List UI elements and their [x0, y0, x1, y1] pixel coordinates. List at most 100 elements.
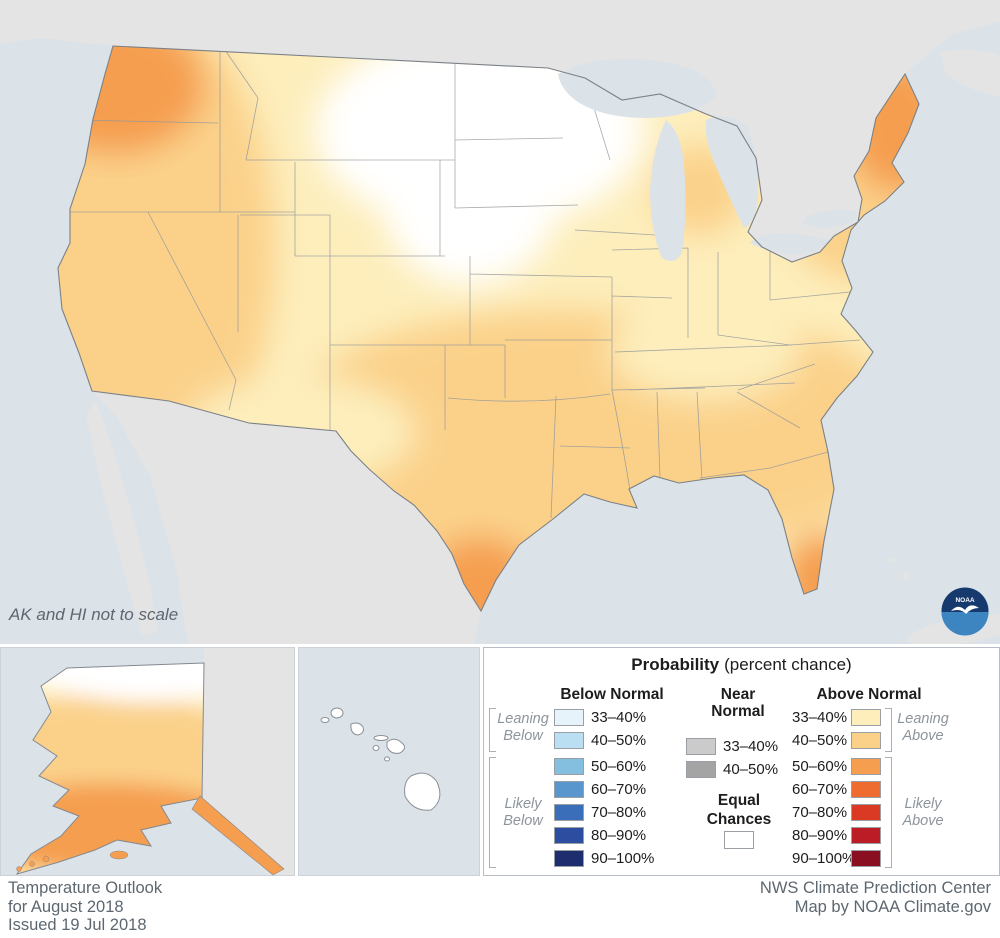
color-swatch	[554, 709, 584, 726]
footer-left: Temperature Outlook for August 2018 Issu…	[8, 879, 162, 935]
alaska-panhandle	[191, 795, 285, 875]
range-label: 70–80%	[792, 804, 848, 821]
hawaii-islands	[320, 707, 441, 811]
range-label: 40–50%	[792, 732, 848, 749]
equal-chances-label: Equal Chances	[689, 791, 789, 829]
legend-row: 70–80%	[792, 801, 881, 824]
likely-above-label: Likely Above	[896, 796, 950, 830]
range-label: 90–100%	[591, 850, 655, 867]
color-swatch	[851, 850, 881, 867]
color-swatch	[686, 761, 716, 778]
legend-row: 90–100%	[792, 847, 881, 870]
range-label: 33–40%	[723, 738, 779, 755]
equal-chances-swatch	[724, 831, 754, 849]
range-label: 70–80%	[591, 804, 647, 821]
range-label: 90–100%	[792, 850, 856, 867]
color-swatch	[554, 804, 584, 821]
leaning-above-bracket	[885, 708, 892, 752]
footer: Temperature Outlook for August 2018 Issu…	[0, 876, 1000, 938]
below-normal-header: Below Normal	[560, 686, 664, 703]
bahamas-island	[902, 572, 910, 580]
legend-row: 80–90%	[792, 824, 881, 847]
color-swatch	[554, 732, 584, 749]
noaa-logo: NOAA	[940, 586, 990, 636]
mexico-landmass	[92, 391, 481, 644]
range-label: 60–70%	[591, 781, 647, 798]
footer-line: NWS Climate Prediction Center	[759, 879, 991, 897]
legend-row: 33–40%	[686, 735, 778, 758]
color-swatch	[851, 732, 881, 749]
legend-row: 40–50%	[792, 729, 881, 752]
noaa-logo-text: NOAA	[955, 597, 974, 604]
footer-line: for August 2018	[8, 897, 124, 916]
conus-map	[0, 0, 1000, 644]
leaning-above-label: Leaning Above	[896, 711, 950, 745]
range-label: 40–50%	[723, 761, 779, 778]
range-label: 33–40%	[591, 709, 647, 726]
legend-row: 60–70%	[792, 778, 881, 801]
color-swatch	[554, 758, 584, 775]
scale-note: AK and HI not to scale	[9, 605, 179, 624]
color-swatch	[851, 709, 881, 726]
color-swatch	[851, 827, 881, 844]
range-label: 33–40%	[792, 709, 848, 726]
range-label: 50–60%	[792, 758, 848, 775]
legend-title-word: Probability	[631, 655, 720, 674]
legend-panel: Probability (percent chance) Below Normal…	[483, 647, 1000, 876]
range-label: 80–90%	[792, 827, 848, 844]
alaska-inset	[0, 647, 295, 876]
range-label: 60–70%	[792, 781, 848, 798]
legend-row: 80–90%	[554, 824, 654, 847]
footer-right: NWS Climate Prediction Center Map by NOA…	[760, 879, 991, 916]
likely-above-bracket	[885, 757, 892, 868]
near-header-line: Near	[720, 686, 756, 703]
color-swatch	[554, 827, 584, 844]
bahamas-island	[890, 557, 896, 563]
alaska-map	[1, 648, 294, 875]
conus-map-area	[0, 0, 1000, 644]
legend-row: 90–100%	[554, 847, 654, 870]
great-lakes	[558, 58, 857, 261]
group-label-line: Above	[902, 728, 944, 744]
color-swatch	[554, 850, 584, 867]
maritimes-landmass	[940, 49, 1000, 96]
hawaii-map	[299, 648, 479, 875]
baja-landmass	[86, 400, 158, 636]
aleutian-island	[42, 855, 50, 863]
color-swatch	[554, 781, 584, 798]
footer-line: Temperature Outlook	[8, 879, 163, 897]
range-label: 50–60%	[591, 758, 647, 775]
equal-chances-line: Chances	[706, 811, 772, 828]
group-label-line: Below	[503, 813, 543, 829]
aleutian-island	[29, 861, 35, 867]
legend-row: 33–40%	[554, 706, 654, 729]
leaning-below-bracket	[489, 708, 496, 752]
equal-chances-line: Equal	[717, 792, 761, 809]
legend-row: 40–50%	[686, 758, 778, 781]
near-header-line: Normal	[711, 703, 765, 720]
legend-row: 60–70%	[554, 778, 654, 801]
color-swatch	[851, 758, 881, 775]
group-label-line: Below	[503, 728, 543, 744]
legend-row: 50–60%	[554, 755, 654, 778]
footer-line: Map by NOAA Climate.gov	[794, 897, 991, 916]
noaa-logo-icon: NOAA	[941, 587, 989, 636]
below-normal-rows: 33–40% 40–50% 50–60% 60–70% 70–80% 80–90…	[554, 706, 654, 870]
range-label: 40–50%	[591, 732, 647, 749]
near-normal-rows: 33–40% 40–50%	[686, 735, 778, 781]
color-swatch	[686, 738, 716, 755]
legend-row: 70–80%	[554, 801, 654, 824]
canada-landmass	[0, 0, 1000, 262]
above-normal-rows: 33–40% 40–50% 50–60% 60–70% 70–80% 80–90…	[792, 706, 881, 870]
hawaii-inset	[298, 647, 480, 876]
above-normal-header: Above Normal	[816, 686, 922, 703]
range-label: 80–90%	[591, 827, 647, 844]
aleutian-island	[16, 866, 22, 872]
legend-row: 50–60%	[792, 755, 881, 778]
group-label-line: Leaning	[897, 711, 949, 727]
group-label-line: Leaning	[497, 711, 549, 727]
group-label-line: Likely	[904, 796, 942, 812]
kodiak-island	[109, 850, 129, 860]
legend-row: 33–40%	[792, 706, 881, 729]
